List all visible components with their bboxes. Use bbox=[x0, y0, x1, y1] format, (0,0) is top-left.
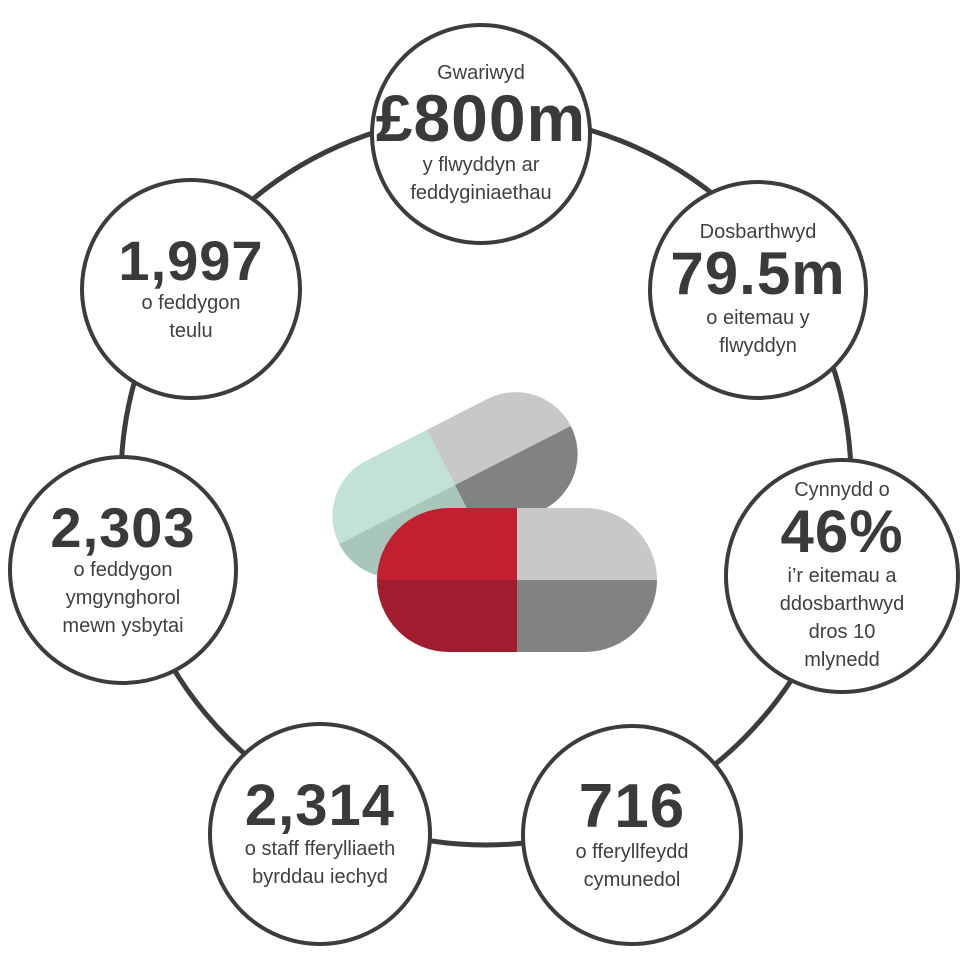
stat-desc-line: feddyginiaethau bbox=[410, 182, 552, 204]
stat-desc-line: mewn ysbytai bbox=[62, 615, 184, 637]
stat-pre-label: Gwariwyd bbox=[437, 62, 525, 84]
stat-desc-line: o fferyllfeydd bbox=[575, 841, 689, 863]
stat-bubble-items-dispensed: Dosbarthwyd 79.5m o eitemau y flwyddyn bbox=[648, 180, 868, 400]
medicine-capsules-icon bbox=[325, 370, 657, 652]
stat-desc-line: o feddygon bbox=[73, 559, 173, 581]
stat-desc-line: byrddau iechyd bbox=[252, 866, 388, 888]
stat-bubble-increase: Cynnydd o 46% i’r eitemau a ddosbarthwyd… bbox=[724, 458, 960, 694]
stat-pre-label: Cynnydd o bbox=[794, 479, 890, 501]
stat-desc-line: cymunedol bbox=[583, 869, 681, 891]
stat-bubble-pharmacies: 716 o fferyllfeydd cymunedol bbox=[521, 724, 743, 946]
stat-desc-line: ymgynghorol bbox=[65, 587, 181, 609]
stat-desc-line: y flwyddyn ar bbox=[422, 154, 540, 176]
stat-value: 2,303 bbox=[50, 496, 196, 559]
stat-value: 46% bbox=[780, 498, 904, 565]
stat-bubble-pharmacy-staff: 2,314 o staff fferylliaeth byrddau iechy… bbox=[208, 722, 432, 946]
stat-value: 1,997 bbox=[118, 229, 264, 292]
stat-desc-line: i’r eitemau a bbox=[787, 565, 897, 587]
stat-desc-line: o feddygon bbox=[141, 292, 241, 314]
stat-desc-line: dros 10 bbox=[808, 621, 876, 643]
stat-value: 716 bbox=[578, 772, 686, 841]
stat-value: 2,314 bbox=[244, 773, 396, 838]
stat-bubble-gps: 1,997 o feddygon teulu bbox=[80, 178, 302, 400]
stat-desc-line: o staff fferylliaeth bbox=[244, 838, 396, 860]
stat-desc-line: ddosbarthwyd bbox=[779, 593, 905, 615]
stat-desc-line: teulu bbox=[169, 320, 213, 342]
stat-pre-label: Dosbarthwyd bbox=[699, 221, 817, 243]
stat-value: £800m bbox=[375, 81, 587, 155]
stat-desc-line: mlynedd bbox=[804, 649, 880, 671]
stat-bubble-spend: Gwariwyd £800m y flwyddyn ar feddyginiae… bbox=[370, 23, 592, 245]
stat-desc-line: flwyddyn bbox=[719, 335, 797, 357]
stat-bubble-consultants: 2,303 o feddygon ymgynghorol mewn ysbyta… bbox=[8, 455, 238, 685]
stat-desc-line: o eitemau y bbox=[706, 307, 810, 329]
stat-value: 79.5m bbox=[670, 240, 846, 307]
